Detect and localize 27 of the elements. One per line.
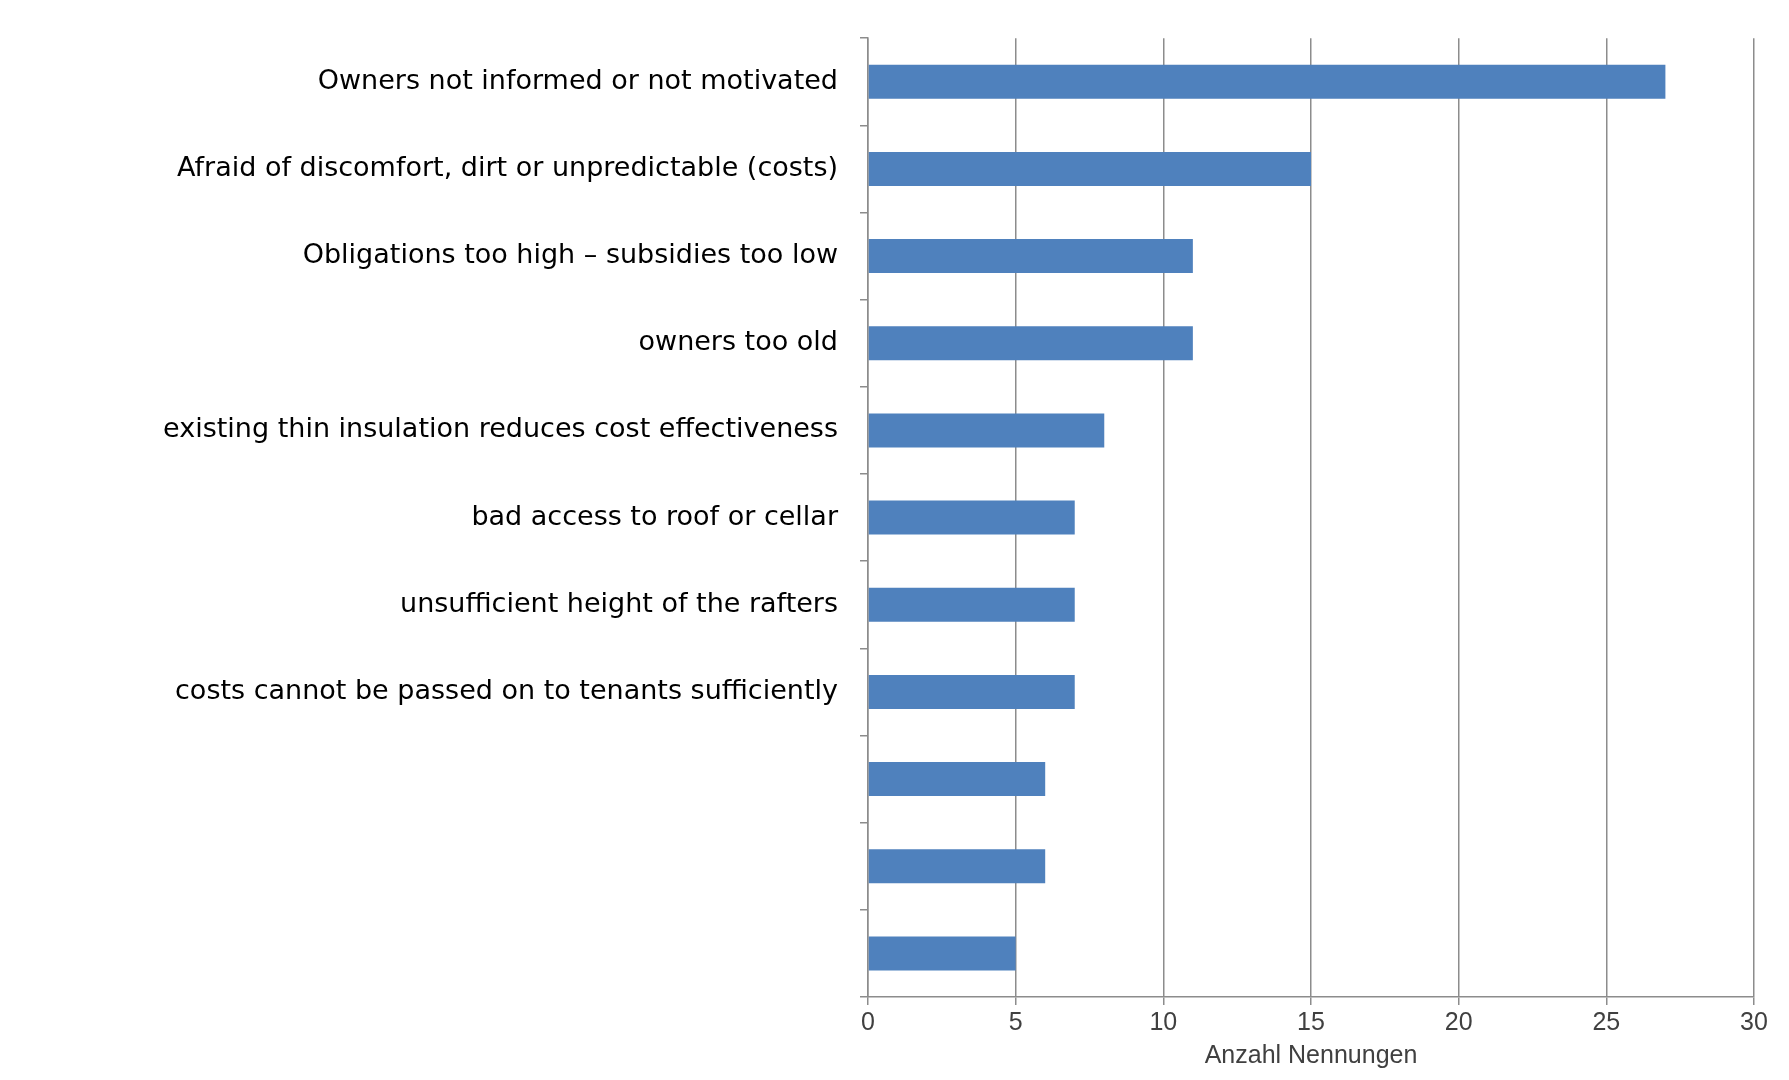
bar <box>868 413 1105 448</box>
bar <box>868 849 1046 884</box>
bar <box>868 500 1075 535</box>
bar <box>868 151 1311 186</box>
x-tick-label: 10 <box>1149 1006 1178 1035</box>
x-tick-label: 5 <box>1008 1006 1023 1035</box>
x-tick-label: 0 <box>861 1006 875 1035</box>
y-tick-label: owners too old <box>638 325 838 357</box>
y-tick-label: existing thin insulation reduces cost effectiveness <box>163 412 838 444</box>
bar <box>868 674 1075 709</box>
bar <box>868 587 1075 622</box>
x-tick-label: 30 <box>1740 1006 1768 1035</box>
bar <box>868 239 1193 274</box>
y-tick-label: costs cannot be passed on to tenants sufficiently <box>175 673 839 705</box>
bar <box>868 762 1046 797</box>
y-tick-label: Afraid of discomfort, dirt or unpredictable (costs) <box>177 150 838 182</box>
y-tick-label: bad access to roof or cellar <box>471 499 839 531</box>
bar <box>868 936 1016 971</box>
bar <box>868 326 1193 361</box>
x-tick-label: 15 <box>1297 1006 1325 1035</box>
x-tick-label: 25 <box>1592 1006 1621 1035</box>
x-axis-title: Anzahl Nennungen <box>1204 1039 1418 1068</box>
y-tick-label: unsufficient height of the rafters <box>400 586 838 618</box>
x-tick-label: 20 <box>1444 1006 1473 1035</box>
bar <box>868 64 1666 99</box>
y-tick-label: Obligations too high – subsidies too low <box>302 238 838 270</box>
y-tick-label: Owners not informed or not motivated <box>317 63 838 95</box>
